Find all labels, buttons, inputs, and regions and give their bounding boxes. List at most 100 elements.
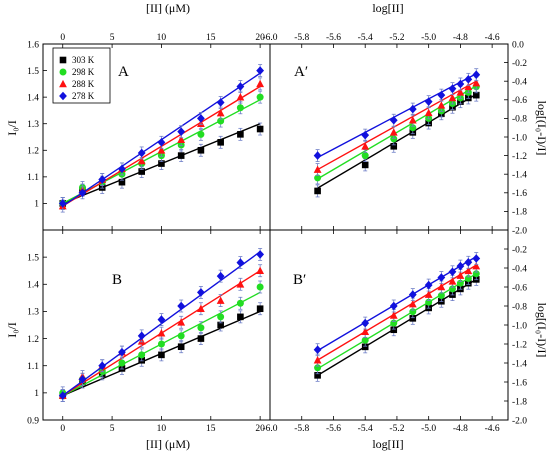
x-tick-label: -6.0 xyxy=(262,424,277,434)
y-axis-title-right-top: log[(I₀-I)/I] xyxy=(535,101,549,156)
data-point xyxy=(361,130,370,140)
x-tick-label: -4.6 xyxy=(485,424,500,434)
data-point xyxy=(177,318,186,326)
legend-label: 298 K xyxy=(72,67,95,77)
bottom-x-axis-title-right: log[II] xyxy=(372,437,403,451)
panel-label: B xyxy=(112,272,122,288)
data-point xyxy=(389,301,398,311)
x-tick-label: -5.8 xyxy=(294,33,309,43)
x-tick-label: -5.4 xyxy=(358,33,373,43)
data-point xyxy=(177,127,186,136)
data-point xyxy=(78,374,87,384)
legend-marker xyxy=(59,91,67,101)
data-point xyxy=(472,262,481,270)
y-tick-label: -0.8 xyxy=(512,302,527,312)
data-point xyxy=(197,304,205,313)
legend-label: 278 K xyxy=(72,91,95,101)
x-tick-label: 15 xyxy=(206,424,216,434)
data-point xyxy=(236,258,245,267)
data-point xyxy=(98,361,107,371)
data-point xyxy=(389,311,398,319)
panel-1: 1 1.1 1.2 1.3 1.4 1.5 1.6 0 5 10 15 20 A xyxy=(27,33,271,231)
data-point xyxy=(424,97,433,106)
data-point xyxy=(437,282,446,291)
x-tick-label: -4.8 xyxy=(453,424,468,434)
x-tick-label: -5.2 xyxy=(389,33,404,43)
x-tick-label: -5.6 xyxy=(326,424,341,434)
data-point xyxy=(138,168,145,175)
data-point xyxy=(456,88,465,96)
data-point xyxy=(448,267,457,277)
data-point xyxy=(236,280,245,288)
data-point xyxy=(456,271,465,279)
y-tick-label: -1.4 xyxy=(512,359,527,369)
y-tick-label: 1 xyxy=(34,200,39,210)
data-point xyxy=(437,273,446,282)
x-tick-label: -5.2 xyxy=(389,424,404,434)
panel-3: 0.9 1 1.1 1.2 1.3 1.4 1.5 0 5 10 15 20 B xyxy=(27,229,271,434)
data-point xyxy=(118,359,126,367)
top-x-axis-title-left: [II] (μM) xyxy=(146,1,190,15)
data-point xyxy=(464,258,473,267)
data-point xyxy=(456,261,465,271)
y-tick-label: -1.2 xyxy=(512,152,527,162)
data-point xyxy=(361,152,369,160)
data-point xyxy=(216,271,225,281)
y-tick-label: -1.8 xyxy=(512,397,527,407)
data-point xyxy=(217,321,224,329)
data-point xyxy=(98,175,107,184)
data-point xyxy=(236,82,245,91)
data-point xyxy=(314,372,321,379)
data-point xyxy=(456,79,465,89)
bottom-x-axis-title-left: [II] (μM) xyxy=(146,437,190,451)
legend-label: 288 K xyxy=(72,79,95,89)
y-tick-label: -0.2 xyxy=(512,59,527,69)
data-point xyxy=(197,146,205,154)
x-tick-label: -5.8 xyxy=(294,424,309,434)
y-tick-label: -0.6 xyxy=(512,96,527,106)
data-point xyxy=(158,351,165,359)
data-point xyxy=(177,343,185,351)
data-point xyxy=(437,90,446,100)
data-point xyxy=(256,93,264,101)
data-point xyxy=(256,66,265,75)
data-point xyxy=(472,91,480,99)
data-point xyxy=(424,108,433,117)
data-point xyxy=(256,125,264,133)
data-point xyxy=(472,254,481,263)
y-tick-label: 1.5 xyxy=(27,253,39,263)
data-point xyxy=(118,178,126,186)
data-point xyxy=(197,130,205,138)
data-point xyxy=(237,313,244,321)
y-axis-title-left-bottom: I₀/I xyxy=(5,322,19,338)
top-x-axis-title-right: log[II] xyxy=(372,1,403,15)
y-tick-label: -1.0 xyxy=(512,321,527,331)
y-tick-label: -0.8 xyxy=(512,115,527,125)
y-tick-label: -1.6 xyxy=(512,378,527,388)
data-point xyxy=(118,347,126,357)
x-tick-label: 20 xyxy=(255,424,265,434)
data-point xyxy=(361,318,370,328)
y-tick-label: 1.1 xyxy=(27,173,39,183)
data-point xyxy=(314,187,321,195)
panel-label: A′ xyxy=(294,64,308,80)
y-tick-label: 1.3 xyxy=(27,308,39,318)
data-point xyxy=(464,266,473,275)
data-point xyxy=(256,283,264,291)
data-point xyxy=(313,356,322,364)
data-point xyxy=(158,160,165,167)
y-tick-label: 1.5 xyxy=(27,67,39,77)
data-point xyxy=(390,143,398,150)
data-point xyxy=(177,135,186,143)
legend-marker xyxy=(59,68,67,76)
x-tick-label: 0 xyxy=(60,33,65,43)
data-point xyxy=(256,266,265,275)
data-point xyxy=(216,296,225,304)
x-tick-label: 15 xyxy=(206,33,216,43)
data-point xyxy=(58,391,67,400)
data-point xyxy=(137,148,146,158)
x-tick-label: -4.8 xyxy=(453,33,468,43)
data-point xyxy=(424,290,433,298)
data-point xyxy=(389,115,398,125)
legend-marker xyxy=(59,56,67,64)
